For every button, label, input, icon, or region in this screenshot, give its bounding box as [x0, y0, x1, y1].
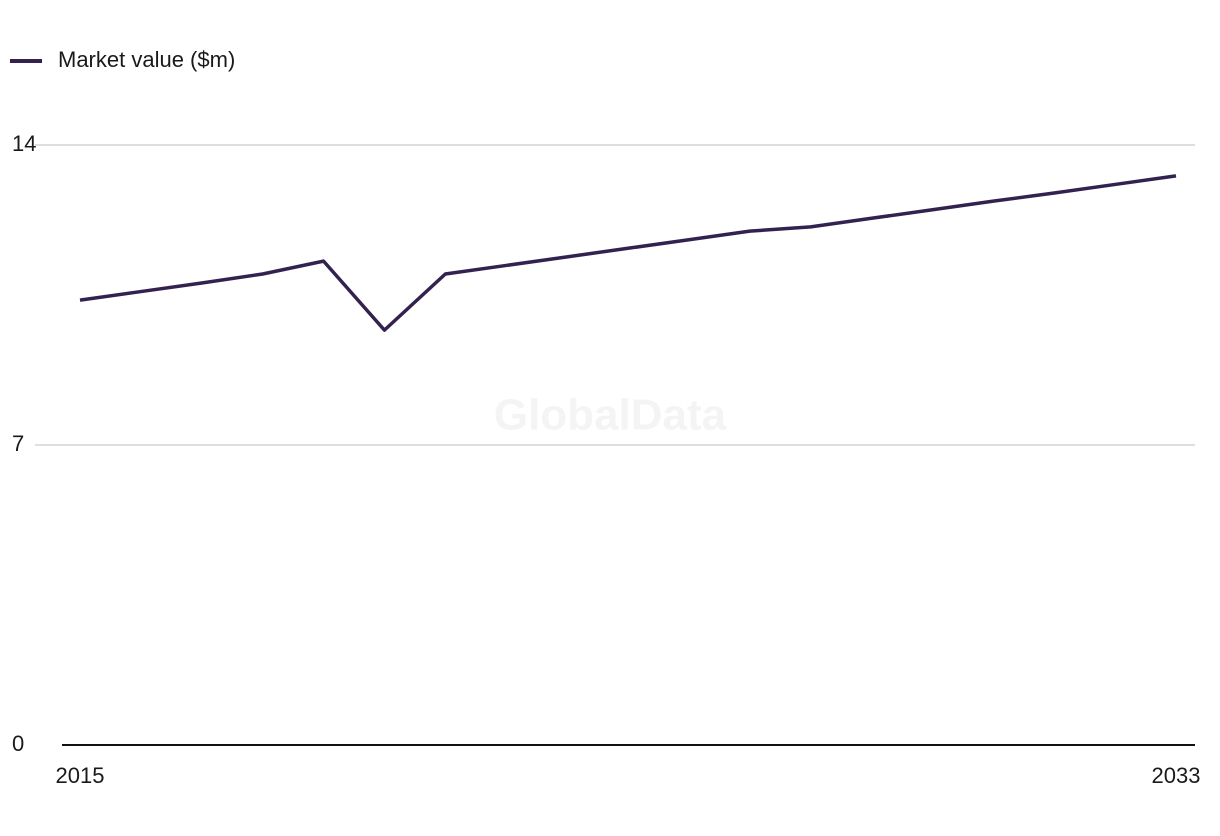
- x-tick-label: 2033: [1152, 763, 1201, 788]
- y-tick-label: 14: [12, 131, 36, 156]
- legend-label: Market value ($m): [58, 47, 235, 72]
- data-line: [79, 174, 1177, 332]
- y-tick-label: 7: [12, 431, 24, 456]
- y-tick-label: 0: [12, 731, 24, 756]
- x-tick-label: 2015: [56, 763, 105, 788]
- watermark: GlobalData: [494, 391, 727, 440]
